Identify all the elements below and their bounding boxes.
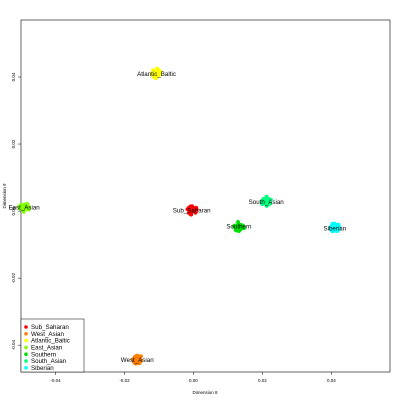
data-point [269,197,273,202]
data-point [133,355,137,359]
data-point [259,201,264,205]
data-point [240,223,245,228]
data-point [151,68,155,73]
data-point [153,74,158,79]
point-label-1: West_Asian [121,357,154,364]
data-point [139,354,144,359]
data-point [156,73,161,78]
y-axis: -0.04 -0.02 0.00 0.02 0.04 [11,72,21,350]
legend-label-0: Sub_Saharan [31,324,69,331]
data-point [155,67,159,72]
data-point [20,203,25,208]
y-tick-label-3: 0.02 [11,139,16,148]
data-points: Sub_SaharanWest_AsianAtlantic_BalticEast… [8,66,347,366]
legend-label-1: West_Asian [31,331,64,338]
data-point [186,205,191,210]
legend: Sub_SaharanWest_AsianAtlantic_BalticEast… [20,318,85,373]
y-tick-label-1: -0.02 [11,273,16,284]
point-label-2: Atlantic_Baltic [137,71,176,78]
x-tick-label-3: 0.02 [258,378,267,383]
data-point [134,361,138,366]
data-point [237,229,241,234]
legend-marker-4 [24,352,28,357]
data-point [335,228,340,233]
cluster-sub-saharan: Sub_Saharan [173,204,211,217]
legend-marker-3 [24,345,28,350]
data-point [189,210,194,215]
cluster-siberian: Siberian [323,221,347,234]
point-label-3: East_Asian [8,205,40,212]
cluster-west-asian: West_Asian [121,353,154,366]
legend-marker-1 [24,332,28,336]
y-tick-label-0: -0.04 [11,340,16,351]
point-label-4: Southern [226,224,252,231]
y-tick-label-2: 0.00 [11,206,16,215]
data-point [138,358,143,362]
cluster-east-asian: East_Asian [8,201,40,214]
data-point [186,210,191,215]
plot-frame [20,19,391,373]
x-tick-label-1: -0.02 [119,378,130,383]
data-point [232,223,237,228]
x-tick-label-4: 0.04 [327,378,336,383]
data-point [192,208,197,212]
point-label-6: Siberian [323,225,346,232]
x-tick-label-2: 0.00 [189,378,198,383]
x-tick-label-0: -0.04 [50,378,61,383]
point-label-5: South_Asian [249,199,285,206]
legend-marker-6 [24,366,28,370]
x-axis: -0.04 -0.02 0.00 0.02 0.04 [50,372,336,383]
y-tick-label-4: 0.04 [11,72,16,81]
legend-marker-2 [24,338,28,343]
data-point [25,203,30,208]
cluster-south-asian: South_Asian [249,194,285,208]
cluster-atlantic-baltic: Atlantic_Baltic [137,66,176,81]
data-point [150,72,155,77]
legend-marker-5 [24,359,28,363]
legend-box [20,318,85,373]
legend-label-4: Southern [31,351,57,358]
data-point [264,194,269,199]
data-point [330,223,334,228]
data-point [17,204,22,209]
data-point [234,227,238,231]
legend-marker-0 [24,325,28,329]
cluster-southern: Southern [226,219,252,234]
point-label-0: Sub_Saharan [173,207,211,214]
x-axis-label: Dimension 8 [192,390,218,395]
data-point [265,200,269,205]
data-point [21,207,26,212]
legend-label-2: Atlantic_Baltic [31,338,70,345]
data-point [336,225,341,229]
legend-label-3: East_Asian [31,345,63,352]
legend-label-6: Siberian [31,365,54,372]
data-point [264,204,269,208]
legend-label-5: South_Asian [31,358,67,365]
data-point [331,226,336,231]
y-axis-label: Dimension 9 [2,183,7,209]
data-point [261,196,266,201]
data-point [268,202,273,206]
